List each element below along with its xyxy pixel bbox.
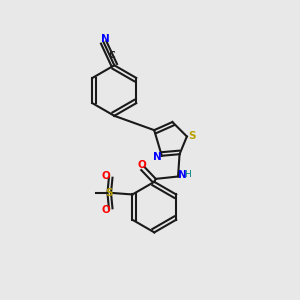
Text: O: O [138, 160, 146, 170]
Text: N: N [153, 152, 161, 162]
Text: S: S [188, 130, 195, 141]
Text: N: N [178, 170, 187, 180]
Text: N: N [101, 34, 110, 44]
Text: O: O [102, 171, 110, 181]
Text: O: O [102, 205, 110, 215]
Text: C: C [108, 51, 115, 60]
Text: H: H [184, 170, 191, 179]
Text: S: S [105, 188, 112, 198]
